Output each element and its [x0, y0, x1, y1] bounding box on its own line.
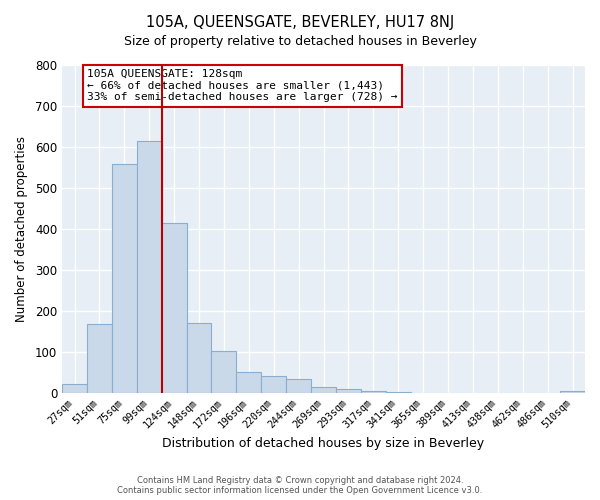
Bar — [286, 379, 311, 392]
Bar — [236, 372, 261, 392]
Text: 105A, QUEENSGATE, BEVERLEY, HU17 8NJ: 105A, QUEENSGATE, BEVERLEY, HU17 8NJ — [146, 15, 454, 30]
Bar — [211, 351, 236, 393]
Text: 105A QUEENSGATE: 128sqm
← 66% of detached houses are smaller (1,443)
33% of semi: 105A QUEENSGATE: 128sqm ← 66% of detache… — [87, 69, 397, 102]
Text: Size of property relative to detached houses in Beverley: Size of property relative to detached ho… — [124, 35, 476, 48]
Bar — [161, 222, 187, 392]
Bar — [560, 390, 585, 392]
Bar — [361, 390, 386, 392]
Bar — [137, 141, 161, 393]
Bar — [311, 388, 336, 392]
Bar — [261, 376, 286, 392]
X-axis label: Distribution of detached houses by size in Beverley: Distribution of detached houses by size … — [163, 437, 485, 450]
Y-axis label: Number of detached properties: Number of detached properties — [15, 136, 28, 322]
Text: Contains HM Land Registry data © Crown copyright and database right 2024.
Contai: Contains HM Land Registry data © Crown c… — [118, 476, 482, 495]
Bar — [336, 388, 361, 392]
Bar — [187, 323, 211, 392]
Bar — [112, 164, 137, 392]
Bar — [62, 384, 87, 392]
Bar — [87, 324, 112, 392]
